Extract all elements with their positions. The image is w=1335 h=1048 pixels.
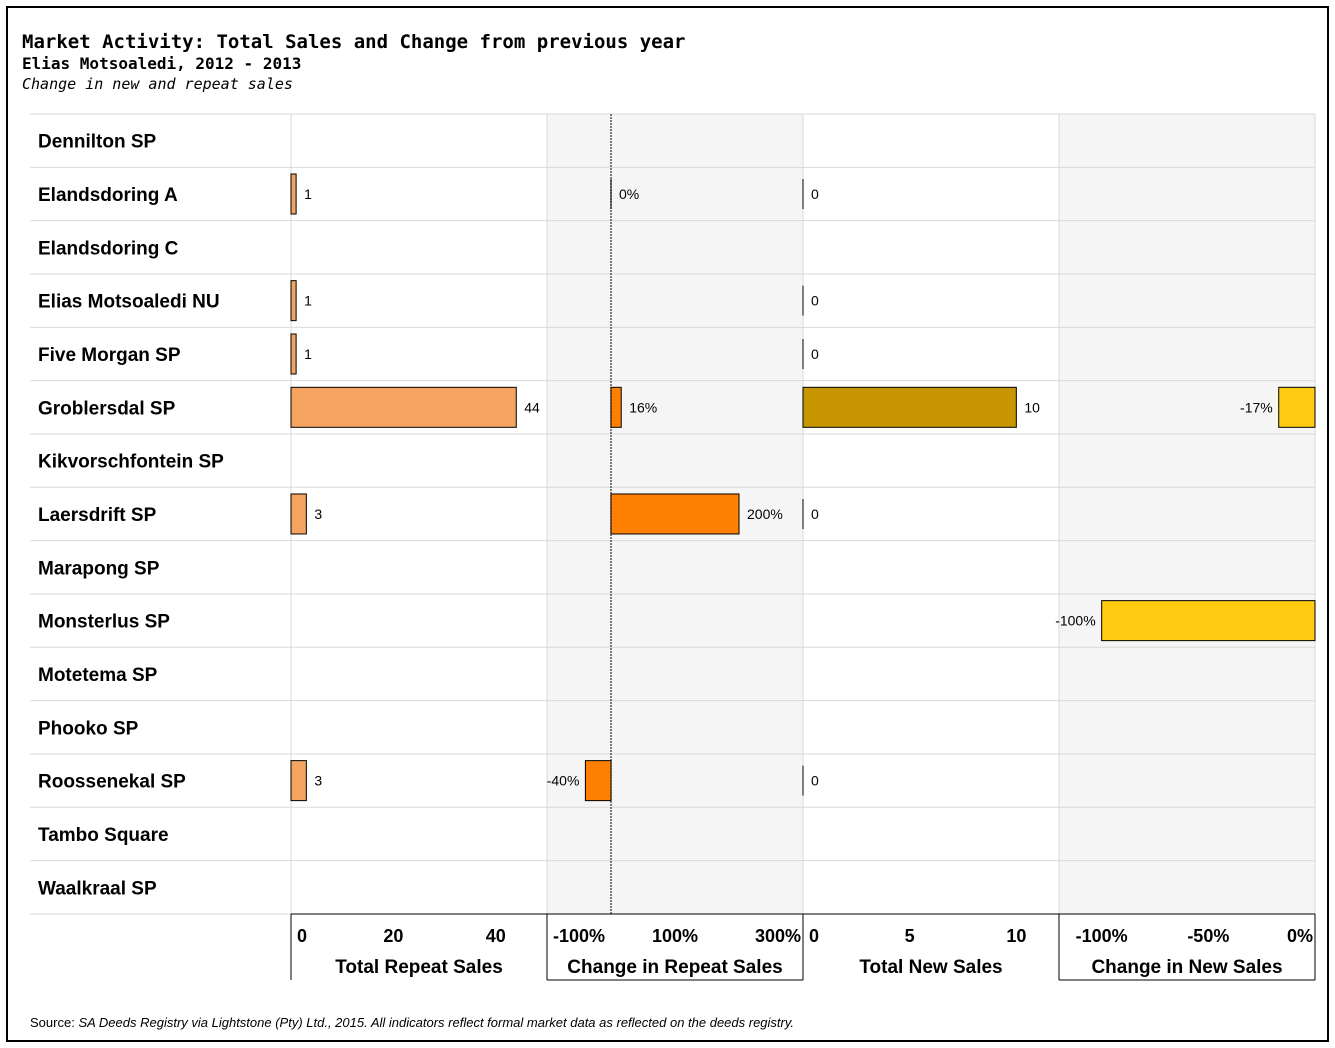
category-label: Elandsdoring A	[38, 185, 178, 206]
data-label: 1	[304, 346, 312, 362]
category-label: Laersdrift SP	[38, 505, 157, 526]
bar	[584, 760, 612, 802]
data-label: 0%	[619, 186, 639, 202]
data-label: 200%	[747, 506, 783, 522]
tick-label: 40	[486, 926, 506, 946]
tick-label: 10	[1006, 926, 1026, 946]
data-label: 0	[811, 773, 819, 789]
axis-title: Total New Sales	[859, 957, 1002, 978]
tick-label: 300%	[755, 926, 801, 946]
category-label: Phooko SP	[38, 718, 139, 739]
bar	[290, 493, 307, 535]
data-label: -40%	[547, 773, 580, 789]
tick-label: -50%	[1187, 926, 1229, 946]
data-label: 3	[314, 773, 322, 789]
data-label: 16%	[629, 399, 657, 415]
data-label: 0	[811, 506, 819, 522]
data-label: 44	[524, 399, 540, 415]
chart-title: Market Activity: Total Sales and Change …	[22, 31, 686, 53]
data-label: 1	[304, 293, 312, 309]
category-label: Motetema SP	[38, 665, 158, 686]
tick-label: 0	[809, 926, 819, 946]
category-label: Elandsdoring C	[38, 238, 179, 259]
data-label: -100%	[1055, 613, 1095, 629]
category-label: Five Morgan SP	[38, 345, 181, 366]
data-label: 10	[1024, 399, 1040, 415]
axis-title: Change in New Sales	[1091, 957, 1282, 978]
axis-title: Total Repeat Sales	[335, 957, 503, 978]
category-label: Kikvorschfontein SP	[38, 452, 224, 473]
bar	[290, 333, 297, 375]
axis-title: Change in Repeat Sales	[567, 957, 782, 978]
tick-label: 0	[297, 926, 307, 946]
bar	[290, 280, 297, 322]
panel-bg-change-new	[1059, 114, 1315, 914]
category-label: Monsterlus SP	[38, 612, 170, 633]
tick-label: 100%	[652, 926, 698, 946]
category-label: Groblersdal SP	[38, 398, 176, 419]
market-activity-chart: Dennilton SP Elandsdoring A Elandsdoring C…	[30, 113, 1316, 981]
data-label: 0	[811, 186, 819, 202]
bar	[1101, 600, 1316, 642]
chart-titles: Market Activity: Total Sales and Change …	[22, 30, 685, 94]
bar	[290, 386, 517, 428]
data-label: 0	[811, 293, 819, 309]
tick-label: -100%	[1076, 926, 1128, 946]
chart-subtitle-2: Change in new and repeat sales	[22, 75, 293, 93]
data-label: 1	[304, 186, 312, 202]
tick-label: 20	[383, 926, 403, 946]
tick-label: 5	[905, 926, 915, 946]
category-label: Dennilton SP	[38, 132, 157, 153]
source-label: Source:	[30, 1015, 75, 1030]
data-label: 0	[811, 346, 819, 362]
bar	[290, 173, 297, 215]
category-label: Waalkraal SP	[38, 878, 157, 899]
source-text: SA Deeds Registry via Lightstone (Pty) L…	[78, 1015, 795, 1030]
data-label: 3	[314, 506, 322, 522]
bar	[290, 760, 307, 802]
bar	[1278, 386, 1316, 428]
data-label: -17%	[1240, 399, 1273, 415]
tick-label: -100%	[553, 926, 605, 946]
category-label: Elias Motsoaledi NU	[38, 292, 220, 313]
bar	[610, 386, 622, 428]
source-note: Source: SA Deeds Registry via Lightstone…	[30, 1015, 794, 1030]
chart-subtitle: Elias Motsoaledi, 2012 - 2013	[22, 54, 302, 73]
category-label: Marapong SP	[38, 558, 160, 579]
tick-label: 0%	[1287, 926, 1313, 946]
category-label: Tambo Square	[38, 825, 169, 846]
bar	[610, 493, 740, 535]
bar	[802, 386, 1017, 428]
category-label: Roossenekal SP	[38, 772, 186, 793]
